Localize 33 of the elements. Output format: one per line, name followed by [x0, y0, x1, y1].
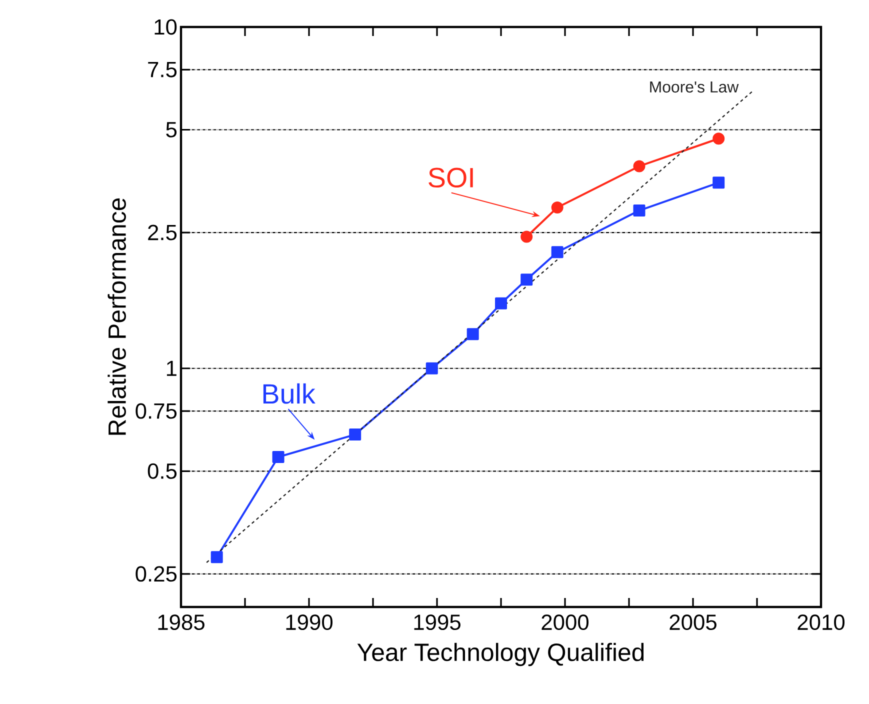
x-tick-label: 1995	[414, 614, 460, 630]
point	[633, 204, 646, 217]
point	[551, 202, 564, 214]
point	[426, 362, 438, 374]
point	[210, 551, 223, 564]
series-label: Moore's Law	[650, 81, 739, 93]
x-axis-title: Year Technology Qualified	[357, 642, 644, 666]
x-tick-label: 2010	[798, 614, 845, 630]
y-tick-label: 10	[154, 19, 177, 35]
point	[520, 230, 533, 243]
point	[466, 328, 479, 340]
x-tick-label: 1985	[158, 614, 204, 630]
y-tick-label: 0.25	[136, 566, 177, 582]
point	[633, 160, 646, 172]
y-tick-label: 1	[166, 360, 176, 376]
y-tick-label: 5	[166, 122, 177, 138]
point	[495, 297, 508, 310]
y-tick-label: 0.5	[148, 463, 177, 479]
point	[272, 451, 284, 464]
series-label: Bulk	[263, 383, 316, 404]
x-tick-label: 2005	[670, 614, 716, 630]
y-axis-title: Relative Performance	[108, 198, 126, 435]
y-tick-label: 2.5	[148, 224, 177, 240]
point	[349, 428, 362, 441]
y-tick-label: 0.75	[136, 403, 177, 419]
point	[712, 132, 725, 145]
point	[551, 246, 564, 258]
text: SOI	[428, 168, 473, 188]
point	[520, 274, 533, 286]
y-tick-label: 7.5	[148, 62, 177, 78]
x-tick-label: 1990	[286, 614, 333, 630]
x-tick-label: 2000	[542, 614, 589, 630]
point	[712, 176, 725, 189]
